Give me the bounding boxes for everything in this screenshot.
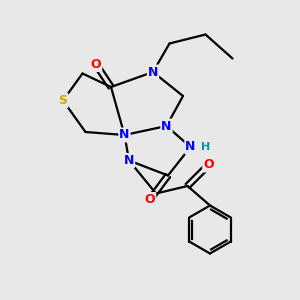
Text: N: N	[124, 154, 134, 167]
Text: O: O	[91, 58, 101, 71]
Text: N: N	[185, 140, 196, 154]
Text: N: N	[119, 128, 130, 142]
Text: N: N	[161, 119, 172, 133]
Text: N: N	[148, 65, 158, 79]
Text: O: O	[203, 158, 214, 172]
Text: S: S	[58, 94, 68, 107]
Text: H: H	[201, 142, 210, 152]
Text: O: O	[145, 193, 155, 206]
